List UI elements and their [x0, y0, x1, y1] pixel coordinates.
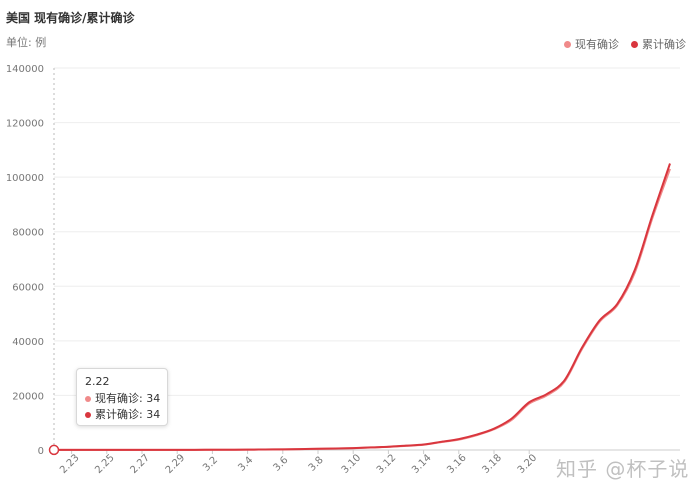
x-tick-label: 2.29: [164, 452, 188, 476]
tooltip-cumulative-dot: [85, 412, 91, 418]
y-tick-label: 140000: [6, 64, 44, 75]
legend-item-cumulative[interactable]: 累计确诊: [631, 36, 686, 52]
y-tick-label: 20000: [12, 391, 44, 402]
tooltip-date: 2.22: [85, 375, 110, 388]
highlight-point: [48, 444, 60, 456]
unit-label: 单位: 例: [6, 36, 47, 49]
watermark: 知乎 @杯子说: [556, 457, 690, 481]
x-tick-label: 2.25: [93, 452, 117, 476]
x-tick-label: 3.8: [307, 455, 326, 474]
x-tick-label: 3.18: [480, 452, 504, 476]
y-tick-label: 60000: [12, 282, 44, 293]
chart-legend: 现有确诊 累计确诊: [564, 36, 686, 52]
x-tick-label: 3.16: [445, 452, 469, 476]
x-tick-label: 3.12: [375, 452, 399, 476]
y-tick-label: 100000: [6, 173, 44, 184]
x-tick-label: 3.6: [272, 455, 291, 474]
legend-current-dot: [564, 40, 571, 48]
x-tick-label: 3.2: [201, 455, 220, 474]
tooltip-row-current: 现有确诊: 34: [85, 391, 167, 407]
y-tick-label: 80000: [12, 228, 44, 239]
x-tick-label: 3.10: [340, 452, 364, 476]
chart-title: 美国 现有确诊/累计确诊: [6, 11, 135, 25]
x-tick-label: 3.4: [236, 455, 255, 474]
chart-tooltip: 2.22 现有确诊: 34 累计确诊: 34: [76, 368, 168, 426]
series-line-cumulative: [54, 163, 671, 451]
tooltip-cumulative-text: 累计确诊: 34: [95, 408, 161, 421]
x-tick-label: 3.20: [516, 452, 540, 476]
tooltip-current-text: 现有确诊: 34: [95, 392, 161, 405]
y-tick-label: 120000: [6, 119, 44, 130]
x-tick-label: 2.23: [58, 452, 82, 476]
legend-current-label: 现有确诊: [575, 38, 619, 51]
x-tick-label: 2.27: [128, 452, 152, 476]
legend-item-current[interactable]: 现有确诊: [564, 36, 619, 52]
tooltip-row-cumulative: 累计确诊: 34: [85, 407, 167, 423]
y-tick-label: 0: [38, 446, 44, 457]
legend-cumulative-dot: [631, 40, 638, 48]
y-tick-label: 40000: [12, 337, 44, 348]
x-tick-label: 3.14: [410, 452, 434, 476]
legend-cumulative-label: 累计确诊: [642, 38, 686, 51]
tooltip-current-dot: [85, 396, 91, 402]
